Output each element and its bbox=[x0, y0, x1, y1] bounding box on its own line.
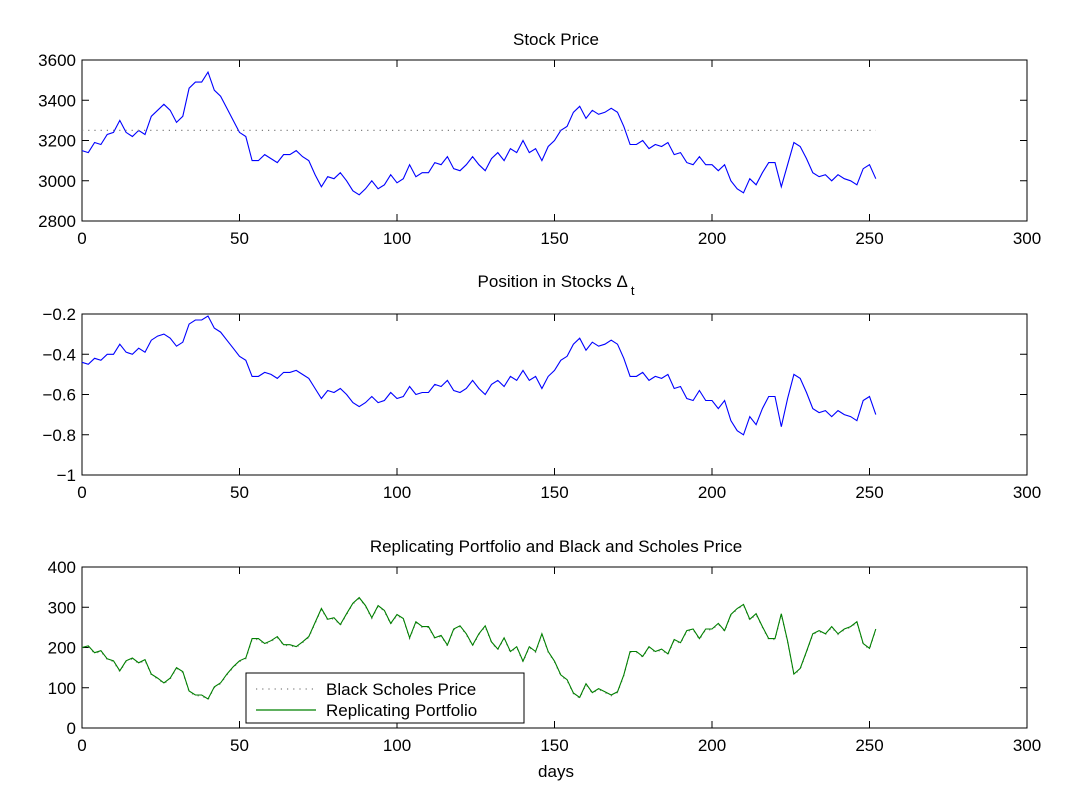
x-tick-label: 0 bbox=[77, 229, 86, 248]
x-tick-label: 200 bbox=[698, 229, 726, 248]
plot-area bbox=[81, 566, 1028, 729]
chart-title-subscript: t bbox=[631, 283, 635, 298]
x-tick-label: 150 bbox=[540, 483, 568, 502]
x-tick-label: 0 bbox=[77, 736, 86, 755]
x-tick-label: 250 bbox=[855, 736, 883, 755]
y-tick-label: 2800 bbox=[38, 212, 76, 231]
legend-label: Replicating Portfolio bbox=[326, 701, 477, 720]
y-tick-label: 3600 bbox=[38, 51, 76, 70]
y-tick-label: 3000 bbox=[38, 172, 76, 191]
x-tick-label: 100 bbox=[383, 229, 411, 248]
y-tick-label: −0.6 bbox=[42, 386, 76, 405]
plot-area bbox=[81, 313, 1028, 476]
x-tick-label: 50 bbox=[230, 736, 249, 755]
x-tick-label: 100 bbox=[383, 736, 411, 755]
y-tick-label: 3400 bbox=[38, 91, 76, 110]
chart-title: Stock Price bbox=[513, 30, 599, 49]
y-tick-label: 0 bbox=[67, 719, 76, 738]
plot-content: 0 50 100 150 200 250 300 0 100 200 300 400 Black Sch… bbox=[48, 558, 1042, 755]
x-tick-label: 300 bbox=[1013, 229, 1041, 248]
subplot-stock-price: Stock Price 0 50 100 150 200 250 300 2800 3000 32… bbox=[38, 30, 1041, 248]
x-axis-label: days bbox=[538, 762, 574, 781]
legend-label: Black Scholes Price bbox=[326, 680, 476, 699]
chart-title-main: Position in Stocks Δ bbox=[478, 272, 628, 291]
y-tick-label: 200 bbox=[48, 639, 76, 658]
plot-content: 0 50 100 150 200 250 300 −1 −0.8 −0.6 −0.4 −0.2 bbox=[42, 305, 1041, 502]
y-tick-label: 100 bbox=[48, 679, 76, 698]
y-tick-label: 400 bbox=[48, 558, 76, 577]
y-tick-label: 3200 bbox=[38, 132, 76, 151]
legend-box bbox=[245, 672, 525, 724]
chart-title: Replicating Portfolio and Black and Scho… bbox=[370, 537, 742, 556]
x-tick-label: 150 bbox=[540, 229, 568, 248]
subplot-portfolio: Replicating Portfolio and Black and Scho… bbox=[48, 537, 1042, 781]
x-tick-label: 300 bbox=[1013, 736, 1041, 755]
x-tick-label: 200 bbox=[698, 736, 726, 755]
x-tick-label: 200 bbox=[698, 483, 726, 502]
y-tick-label: −0.4 bbox=[42, 345, 76, 364]
y-tick-label: −1 bbox=[57, 466, 76, 485]
legend: Black Scholes Price Replicating Portfolio bbox=[245, 672, 525, 724]
y-tick-label: −0.2 bbox=[42, 305, 76, 324]
series-line bbox=[81, 596, 877, 700]
x-tick-label: 250 bbox=[855, 229, 883, 248]
x-tick-label: 150 bbox=[540, 736, 568, 755]
x-tick-label: 50 bbox=[230, 483, 249, 502]
x-tick-label: 0 bbox=[77, 483, 86, 502]
plot-content: 0 50 100 150 200 250 300 2800 3000 3200 3400 3600 bbox=[38, 51, 1041, 248]
x-tick-label: 300 bbox=[1013, 483, 1041, 502]
x-tick-label: 100 bbox=[383, 483, 411, 502]
x-tick-label: 50 bbox=[230, 229, 249, 248]
series-line bbox=[81, 70, 877, 196]
series-line bbox=[81, 315, 877, 436]
y-tick-label: 300 bbox=[48, 598, 76, 617]
x-tick-label: 250 bbox=[855, 483, 883, 502]
y-tick-label: −0.8 bbox=[42, 426, 76, 445]
